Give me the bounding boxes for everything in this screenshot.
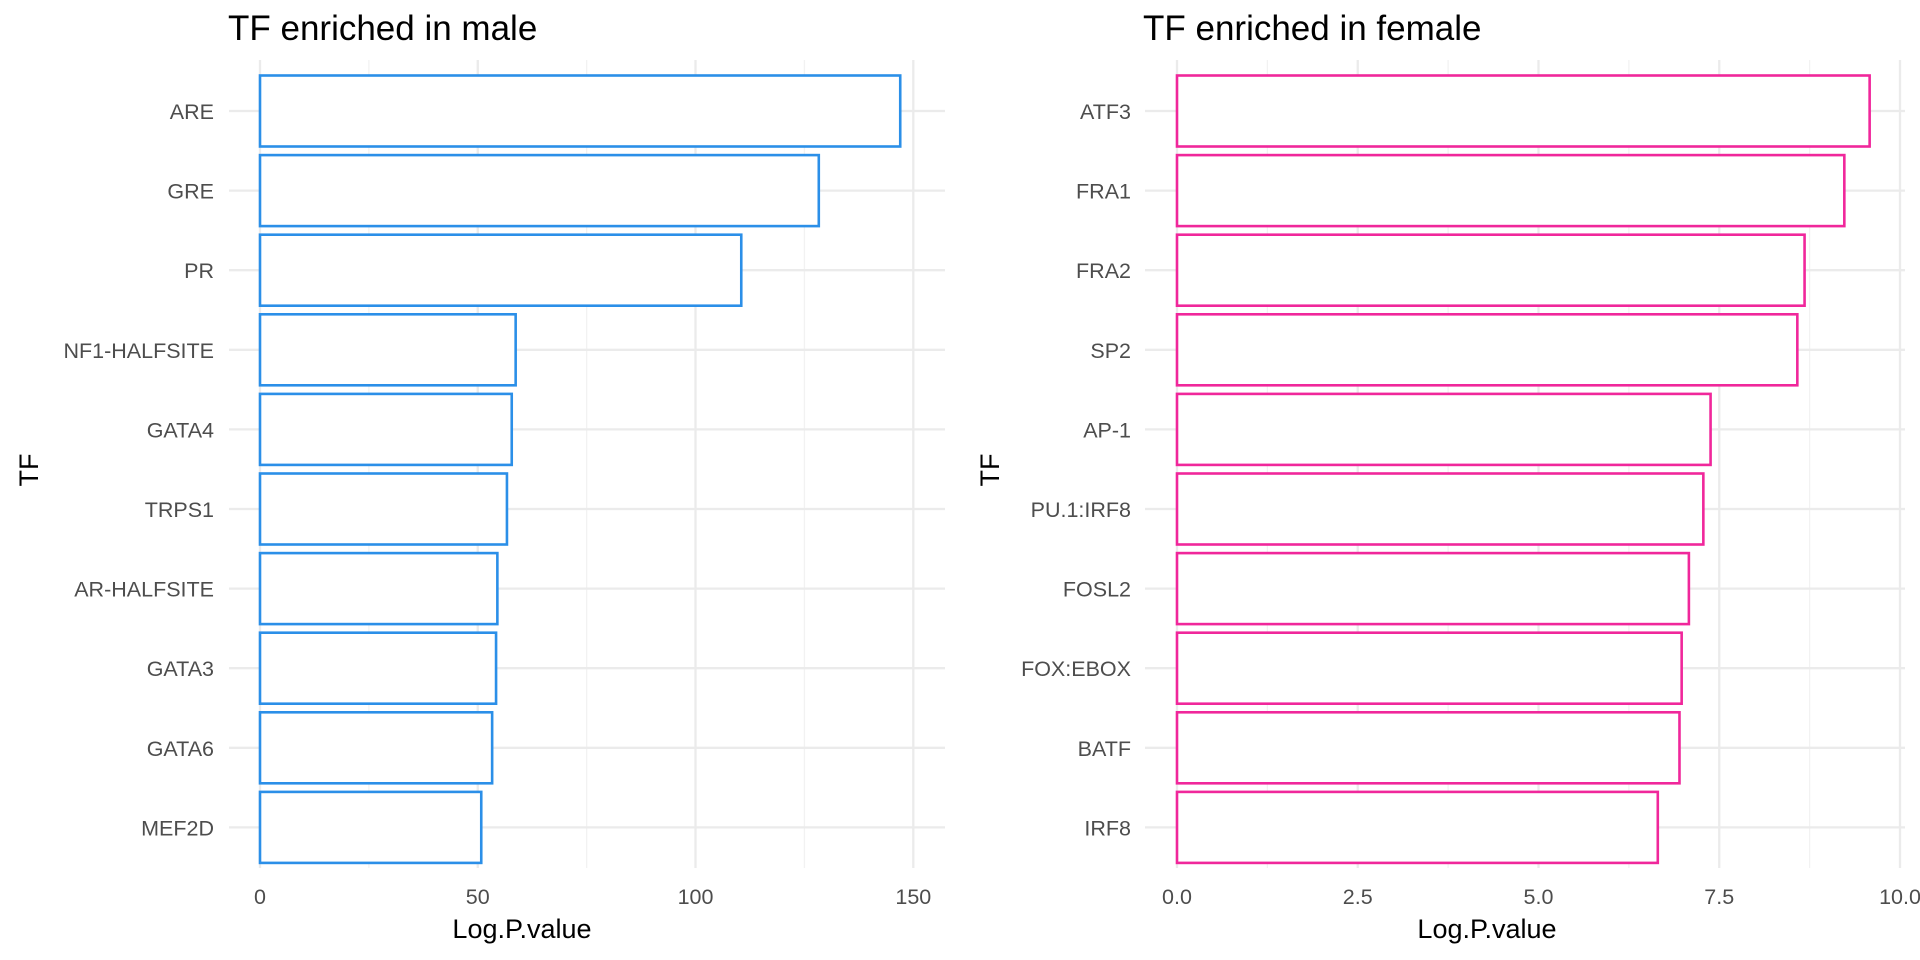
female-category-label: BATF [1078, 737, 1131, 761]
female-x-tick-label: 10.0 [1879, 885, 1920, 909]
female-category-label: FOX:EBOX [1021, 657, 1131, 681]
female-x-tick-label: 2.5 [1343, 885, 1373, 909]
female-category-label: IRF8 [1084, 816, 1131, 840]
female-x-tick-label: 7.5 [1704, 885, 1734, 909]
male-x-tick-label: 100 [678, 885, 714, 909]
female-x-axis-label: Log.P.value [1417, 914, 1556, 944]
male-category-label: TRPS1 [145, 498, 214, 522]
female-panel-title: TF enriched in female [1143, 9, 1481, 48]
female-bar [1175, 392, 1712, 467]
female-x-tick-label: 5.0 [1524, 885, 1554, 909]
female-x-tick-label: 0.0 [1162, 885, 1192, 909]
male-bar [258, 710, 494, 785]
female-bar [1175, 233, 1806, 307]
female-bar [1175, 790, 1660, 865]
female-bar [1175, 710, 1681, 785]
male-category-label: GATA6 [147, 737, 214, 761]
male-bar [258, 312, 517, 387]
male-category-label: PR [184, 259, 214, 283]
male-category-label: GATA4 [147, 418, 214, 442]
male-category-label: GATA3 [147, 657, 214, 681]
male-panel-title: TF enriched in male [228, 9, 537, 48]
male-bar [258, 472, 509, 546]
male-x-tick-label: 50 [466, 885, 490, 909]
female-category-label: AP-1 [1083, 418, 1131, 442]
male-x-axis-label: Log.P.value [452, 914, 591, 944]
female-bar [1175, 631, 1683, 706]
female-category-label: FOSL2 [1063, 578, 1131, 602]
male-bar [258, 551, 499, 626]
female-category-label: FRA2 [1076, 259, 1131, 283]
female-bar [1175, 551, 1691, 626]
female-bar [1175, 312, 1799, 387]
male-bar [258, 74, 902, 148]
male-bar [258, 631, 498, 706]
female-category-label: ATF3 [1080, 100, 1131, 124]
female-category-label: SP2 [1090, 339, 1131, 363]
male-category-label: AR-HALFSITE [74, 578, 214, 602]
male-bar [258, 392, 514, 467]
male-x-tick-label: 150 [895, 885, 931, 909]
female-bar [1175, 153, 1846, 228]
male-x-tick-label: 0 [254, 885, 266, 909]
male-category-label: NF1-HALFSITE [63, 339, 214, 363]
male-bar [258, 790, 483, 865]
male-tf-panel: TF enriched in male Log.P.value TF ARE GR… [14, 9, 945, 944]
female-tf-panel: TF enriched in female Log.P.value TF ATF… [975, 9, 1920, 944]
male-bar [258, 233, 743, 307]
male-category-label: GRE [167, 180, 214, 204]
female-y-axis-label: TF [975, 454, 1005, 487]
male-category-label: ARE [170, 100, 214, 124]
male-y-axis-label: TF [14, 454, 44, 487]
male-bar [258, 153, 821, 228]
female-bar [1175, 74, 1871, 148]
female-category-label: PU.1:IRF8 [1031, 498, 1131, 522]
male-category-label: MEF2D [141, 816, 214, 840]
female-bar [1175, 472, 1705, 546]
female-category-label: FRA1 [1076, 180, 1131, 204]
